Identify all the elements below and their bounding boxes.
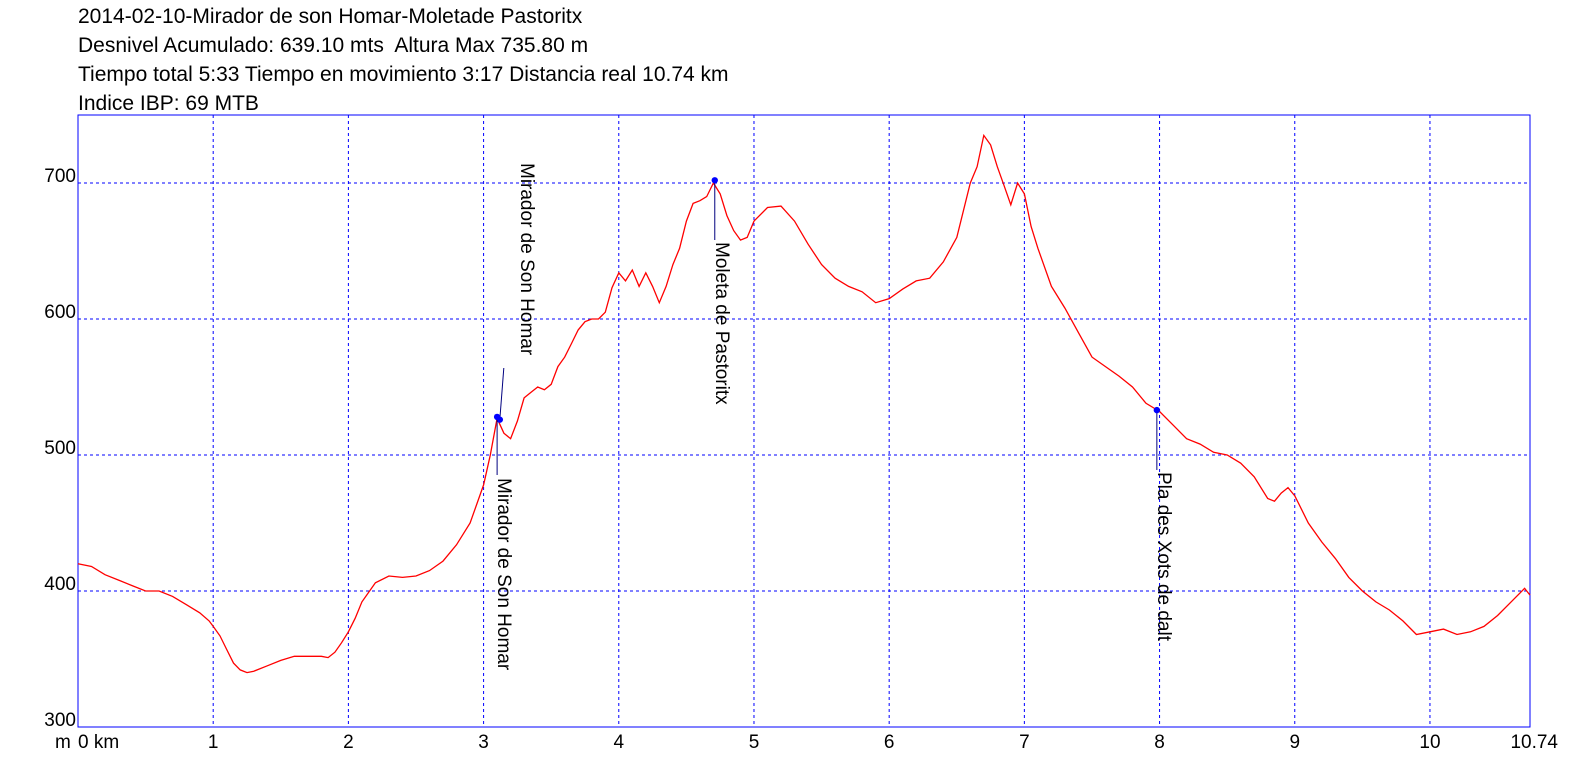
elevation-profile-line (77, 133, 1531, 674)
axis-tick-labels: 0 km 1 2 3 4 5 6 7 8 9 10 10.74 300 400 500 600 700 (44, 166, 1558, 753)
x-tick-label: 5 (749, 732, 760, 753)
waypoint-label: Pla des Xots de dalt (1153, 472, 1174, 642)
x-tick-label: 1 (208, 732, 219, 753)
chart-header: 2014-02-10-Mirador de son Homar-Moletade… (78, 2, 729, 118)
y-tick-label: 300 (44, 710, 76, 731)
plot-frame (77, 114, 1531, 728)
ibp-index: Indice IBP: 69 MTB (78, 92, 259, 115)
track-title: 2014-02-10-Mirador de son Homar-Moletade… (78, 5, 583, 28)
x-tick-label: 3 (478, 732, 489, 753)
waypoints: Mirador de Son Homar Mirador de Son Homar… (493, 163, 1174, 671)
waypoint-marker (711, 177, 718, 184)
x-tick-label: 8 (1154, 732, 1165, 753)
x-tick-label: 0 km (78, 732, 119, 753)
waypoint-label: Mirador de Son Homar (493, 478, 514, 671)
grid-lines (78, 115, 1530, 727)
x-tick-label: 7 (1019, 732, 1030, 753)
y-tick-label: 500 (44, 438, 76, 459)
x-tick-label: 2 (343, 732, 354, 753)
x-tick-label: 10 (1419, 732, 1440, 753)
x-tick-label: 6 (884, 732, 895, 753)
y-tick-label: 600 (44, 302, 76, 323)
waypoint-marker (493, 413, 501, 421)
x-tick-label: 9 (1289, 732, 1300, 753)
waypoint-leader (499, 367, 505, 420)
elevation-stats: Desnivel Acumulado: 639.10 mts Altura Ma… (78, 34, 589, 57)
x-tick-label: 10.74 (1510, 732, 1558, 753)
x-tick-label: 4 (613, 732, 624, 753)
waypoint-label: Moleta de Pastoritx (711, 242, 732, 405)
time-distance-stats: Tiempo total 5:33 Tiempo en movimiento 3… (78, 63, 729, 86)
y-unit-label: m (55, 732, 71, 753)
y-tick-label: 400 (44, 574, 76, 595)
waypoint-label: Mirador de Son Homar (516, 163, 537, 356)
y-tick-label: 700 (44, 166, 76, 187)
waypoint-marker (1153, 406, 1161, 414)
